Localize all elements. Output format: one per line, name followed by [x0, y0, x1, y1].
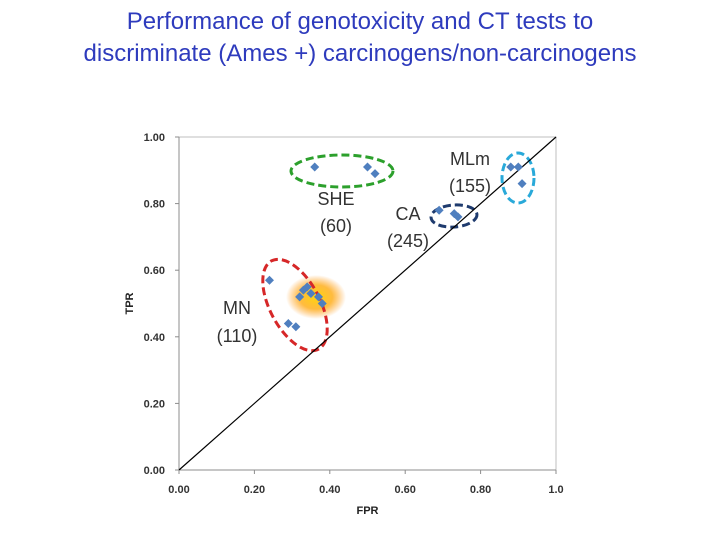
- y-tick-label: 0.40: [144, 332, 165, 344]
- mlm-group-ellipse: [500, 151, 536, 205]
- mn-data-point: [295, 292, 305, 302]
- she-group-ellipse: [289, 153, 395, 189]
- mn-data-point: [306, 289, 316, 299]
- y-tick-label: 0.80: [144, 199, 165, 211]
- she-data-point: [363, 162, 372, 172]
- y-tick-label: 1.00: [144, 132, 165, 144]
- x-tick-label: 0.20: [244, 484, 265, 496]
- y-axis-title: TPR: [124, 292, 136, 314]
- she-data-point: [310, 162, 320, 172]
- she-data-point: [370, 169, 380, 179]
- title-line-1: Performance of genotoxicity and CT tests…: [126, 8, 594, 35]
- mn-group-count: (110): [217, 326, 258, 346]
- mn-group-label: MN: [223, 298, 251, 318]
- mlm-data-point: [506, 162, 516, 172]
- ca-group-label: CA: [395, 204, 420, 224]
- ca-data-point: [453, 212, 463, 222]
- x-tick-label: 0.80: [470, 484, 491, 496]
- x-tick-label: 1.0: [548, 484, 563, 496]
- mlm-data-point: [517, 179, 527, 189]
- mlm-group-label: MLm: [450, 149, 490, 169]
- she-group-count: (60): [320, 216, 352, 236]
- x-tick-label: 0.60: [394, 484, 415, 496]
- ca-data-point: [434, 205, 444, 215]
- title-line-2: discriminate (Ames +) carcinogens/non-ca…: [83, 40, 637, 67]
- x-tick-label: 0.00: [168, 484, 189, 496]
- mn-group-ellipse: [261, 257, 329, 353]
- mn-data-point: [313, 292, 323, 302]
- x-tick-label: 0.40: [319, 484, 340, 496]
- mn-data-point: [291, 322, 301, 332]
- ca-group-count: (245): [387, 231, 429, 251]
- mn-data-point: [264, 275, 274, 285]
- mlm-data-point: [513, 162, 523, 172]
- mn-data-point: [317, 299, 327, 308]
- y-tick-label: 0.20: [144, 398, 165, 410]
- she-group-label: SHE: [317, 189, 354, 209]
- slide-title: Performance of genotoxicity and CT tests…: [0, 6, 720, 70]
- mlm-group-count: (155): [449, 176, 491, 196]
- mn-data-point: [302, 282, 312, 292]
- y-tick-label: 0.00: [144, 465, 165, 477]
- x-axis-title: FPR: [357, 505, 379, 517]
- mn-data-point: [283, 318, 293, 328]
- diagonal-reference-line: [178, 136, 557, 471]
- y-tick-label: 0.60: [144, 265, 165, 277]
